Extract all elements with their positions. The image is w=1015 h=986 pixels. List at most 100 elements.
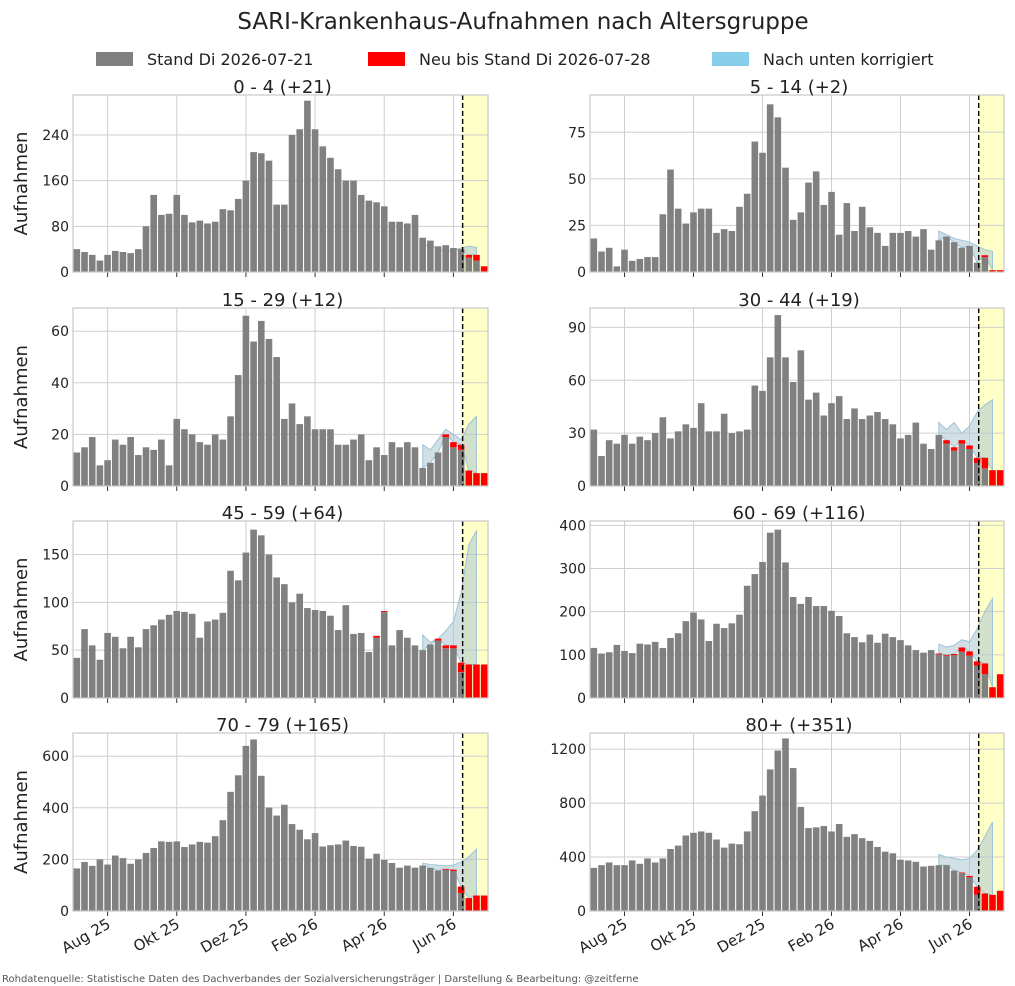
bar-base: [204, 621, 211, 698]
bar-base: [288, 602, 296, 698]
bar-new: [966, 651, 973, 656]
panel-title: 0 - 4 (+21): [233, 77, 332, 98]
bar-new: [966, 445, 973, 449]
bar-base: [188, 222, 196, 272]
bar-new: [473, 254, 480, 261]
panel-frame: [589, 732, 1005, 912]
bar-base: [204, 223, 211, 272]
bar-base: [327, 615, 334, 698]
bar-base: [966, 448, 973, 486]
y-tick-label: 1200: [550, 742, 586, 758]
bar-base: [288, 134, 296, 272]
y-tick-label: 0: [60, 904, 69, 920]
bar-new: [958, 440, 966, 444]
y-tick-label: 30: [568, 426, 586, 442]
bar-base: [920, 652, 927, 698]
bar-base: [981, 257, 989, 272]
panel-5: 0 100 200 300 400 60 - 69 (+116): [559, 503, 1005, 707]
bar-base: [188, 844, 196, 911]
bar-base: [636, 436, 644, 486]
bar-base: [150, 625, 157, 698]
bar-base: [766, 532, 774, 698]
legend-swatch-base: [96, 52, 133, 66]
bar-new: [950, 653, 958, 656]
bar-base: [797, 212, 805, 272]
bar-base: [81, 252, 88, 272]
bar-base: [720, 628, 728, 698]
bar-base: [227, 416, 234, 486]
y-tick-label: 150: [42, 547, 69, 563]
bar-base: [142, 629, 150, 698]
bar-base: [135, 249, 142, 272]
bar-base: [234, 198, 242, 272]
bar-base: [705, 641, 713, 698]
bar-base: [334, 444, 342, 486]
bar-base: [204, 842, 211, 911]
panel-frame: [72, 94, 489, 273]
bar-base: [636, 643, 644, 698]
bar-base: [889, 232, 897, 272]
bar-new: [457, 662, 465, 673]
bar-base: [828, 610, 835, 698]
bar-new: [966, 875, 973, 878]
bar-base: [598, 653, 605, 698]
bar-new: [442, 868, 450, 870]
bar-base: [858, 206, 866, 272]
bar-base: [296, 129, 304, 272]
bar-base: [651, 862, 659, 911]
bar-base: [728, 843, 736, 911]
y-tick-label: 240: [42, 128, 69, 144]
bar-base: [644, 440, 651, 486]
bar-base: [219, 439, 227, 486]
bar-base: [912, 236, 920, 272]
bar-base: [697, 619, 705, 698]
bar-base: [736, 844, 743, 911]
bar-base: [904, 860, 912, 911]
bar-base: [319, 146, 327, 272]
bar-base: [396, 867, 403, 911]
panel-1: 0 25 50 75 5 - 14 (+2): [568, 77, 1005, 281]
bar-base: [111, 855, 119, 911]
bar-base: [196, 637, 204, 698]
y-axis-label: Aufnahmen: [11, 132, 32, 236]
bar-base: [165, 213, 173, 272]
bar-base: [135, 455, 142, 486]
x-tick-label: Aug 25: [59, 915, 114, 957]
x-tick-label: Dez 25: [197, 915, 251, 957]
bar-base: [173, 418, 181, 486]
y-tick-label: 0: [60, 265, 69, 281]
bar-base: [150, 194, 157, 272]
bar-base: [404, 637, 411, 698]
bar-new: [465, 254, 473, 258]
bar-new: [943, 440, 950, 444]
bar-base: [111, 439, 119, 486]
y-tick-label: 160: [42, 174, 69, 190]
bar-new: [989, 687, 996, 698]
bar-base: [667, 169, 674, 272]
bar-base: [605, 862, 613, 911]
bar-base: [158, 841, 165, 911]
bar-base: [165, 465, 173, 486]
bar-base: [357, 846, 365, 911]
bar-base: [319, 610, 327, 698]
bar-base: [380, 859, 388, 911]
bar-base: [881, 633, 889, 698]
bar-base: [682, 223, 690, 272]
bar-base: [713, 232, 720, 272]
bar-base: [257, 775, 265, 911]
bar-base: [250, 152, 257, 272]
panel-title: 30 - 44 (+19): [738, 290, 860, 311]
bar-new: [450, 645, 457, 649]
bar-base: [674, 208, 682, 272]
bar-base: [73, 657, 81, 698]
bar-base: [442, 436, 450, 486]
bar-base: [874, 411, 881, 486]
bar-base: [242, 552, 250, 698]
bar-base: [281, 204, 288, 272]
bar-base: [327, 845, 334, 911]
bar-base: [127, 436, 134, 486]
bar-base: [404, 223, 411, 272]
bar-new: [473, 895, 480, 911]
bar-base: [211, 619, 219, 698]
bar-base: [281, 584, 288, 698]
